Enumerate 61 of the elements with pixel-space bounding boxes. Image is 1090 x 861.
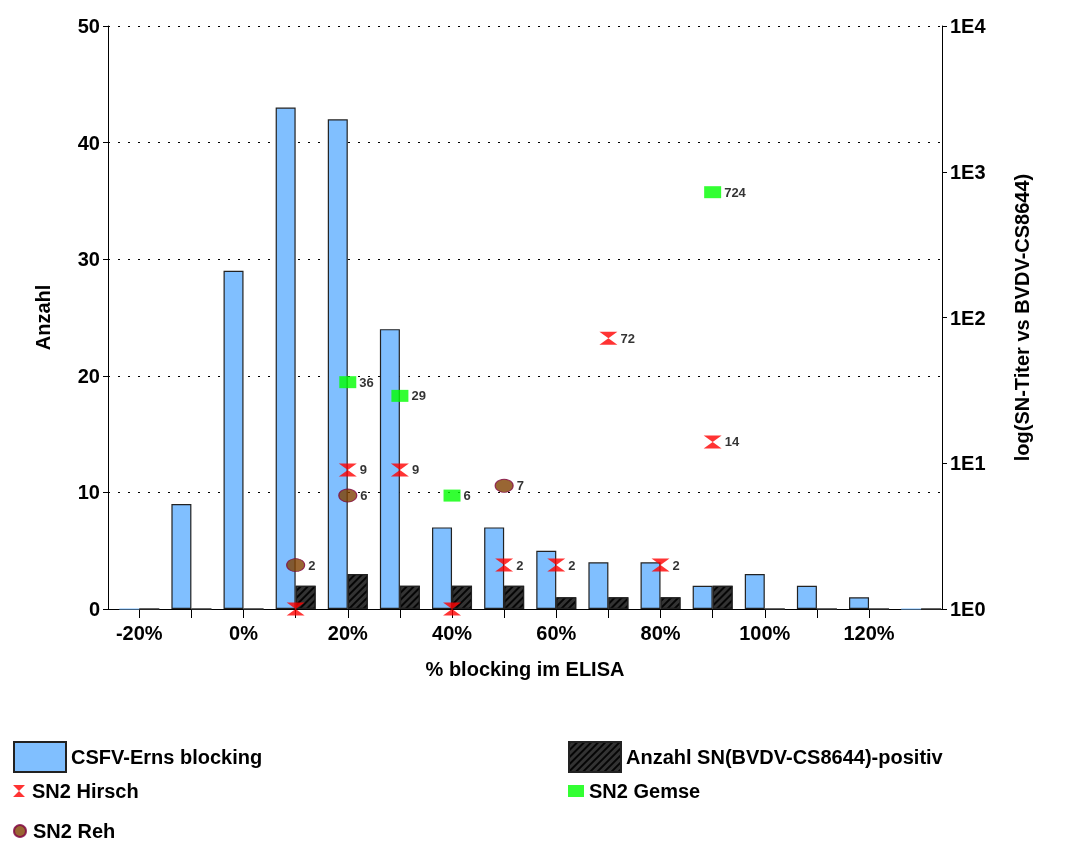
point (547, 558, 566, 572)
data-label: 2 (308, 557, 316, 573)
y2-tick-label: 1E3 (950, 160, 986, 183)
point (495, 558, 514, 572)
point (286, 558, 306, 573)
data-label: 72 (620, 330, 635, 346)
point (599, 331, 618, 345)
data-label: 9 (359, 462, 368, 478)
point (338, 463, 357, 477)
x-axis-title: % blocking im ELISA (425, 658, 625, 680)
x-tick-label: 60% (536, 622, 577, 644)
data-label: 9 (411, 462, 420, 478)
legend-label: SN2 Hirsch (32, 780, 139, 802)
legend-label: CSFV-Erns blocking (71, 746, 263, 768)
bar (796, 585, 817, 609)
data-label: 6 (360, 488, 368, 504)
point (338, 488, 358, 503)
data-label: 724 (724, 184, 747, 200)
x-tick-label: 0% (229, 622, 259, 644)
y2-tick-label: 1E0 (950, 598, 986, 620)
bar (744, 574, 765, 609)
x-tick-label: 40% (432, 622, 473, 644)
bar (223, 270, 244, 609)
data-label: 29 (411, 388, 426, 404)
point (703, 435, 722, 449)
bar (849, 597, 870, 609)
y2-tick-label: 1E2 (950, 306, 986, 329)
x-tick-label: 80% (640, 622, 681, 644)
y-tick-label: 30 (77, 248, 100, 271)
data-label: 14 (724, 434, 740, 450)
y-tick-label: 50 (77, 15, 100, 37)
point (443, 602, 462, 616)
data-label: 2 (568, 557, 576, 573)
point (443, 489, 461, 502)
x-tick-label: 100% (739, 622, 791, 644)
y-tick-label: 40 (77, 131, 100, 154)
y2-axis-title: log(SN-Titer vs BVDV-CS8644) (1011, 173, 1033, 462)
x-tick-label: 20% (327, 622, 369, 644)
legend-label: Anzahl SN(BVDV-CS8644)-positiv (626, 746, 944, 768)
bar (171, 504, 192, 609)
point (494, 478, 514, 493)
point (391, 389, 409, 402)
point (286, 602, 305, 616)
legend-label: SN2 Gemse (589, 780, 701, 802)
y2-tick-label: 1E1 (950, 452, 986, 475)
x-tick-label: -20% (115, 622, 163, 644)
point (651, 558, 670, 572)
legend-label: SN2 Reh (33, 820, 116, 842)
y-tick-label: 10 (77, 481, 100, 504)
data-label: 2 (672, 557, 680, 573)
y-axis-title: Anzahl (32, 284, 54, 351)
y2-tick-label: 1E4 (950, 15, 987, 37)
y-tick-label: 20 (77, 364, 100, 387)
data-label: 2 (516, 557, 524, 573)
data-label: 36 (359, 374, 374, 390)
point (390, 463, 409, 477)
point (339, 376, 357, 389)
point (704, 186, 722, 199)
x-tick-label: 120% (843, 622, 895, 644)
data-label: 7 (516, 478, 524, 494)
y-tick-label: 0 (88, 598, 100, 620)
